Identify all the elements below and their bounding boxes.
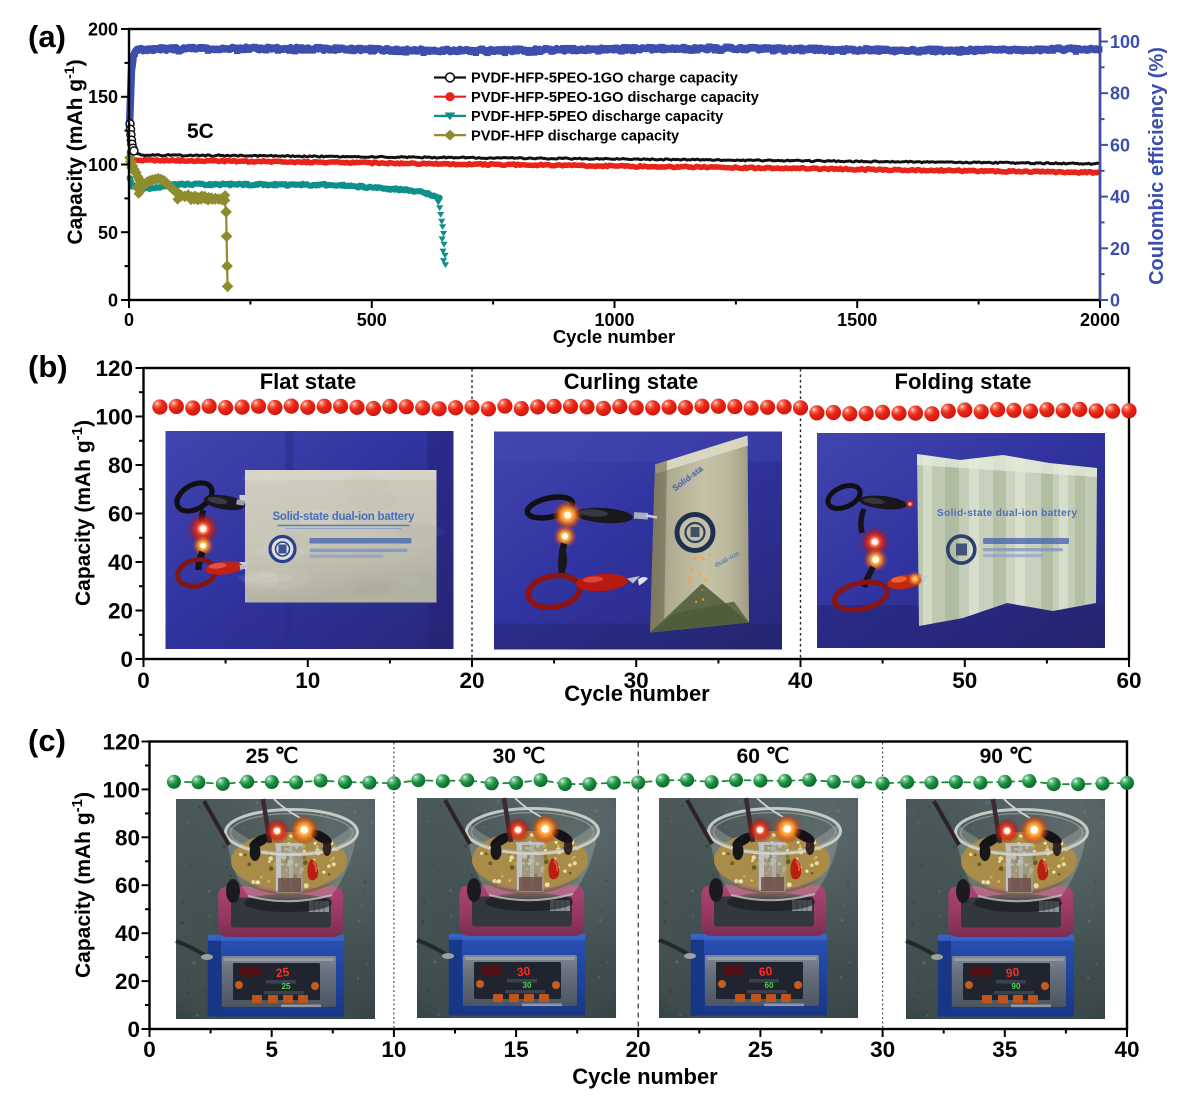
svg-text:Solid-state dual-ion battery: Solid-state dual-ion battery (273, 511, 416, 523)
svg-text:Cycle number: Cycle number (564, 681, 710, 706)
svg-text:60: 60 (1110, 135, 1130, 155)
svg-text:Capacity (mAh g-1): Capacity (mAh g-1) (69, 792, 96, 978)
svg-text:100: 100 (102, 777, 140, 802)
svg-text:60: 60 (108, 502, 133, 527)
svg-text:Flat state: Flat state (260, 369, 357, 394)
svg-text:50: 50 (98, 223, 118, 243)
svg-text:200: 200 (88, 20, 118, 40)
svg-text:120: 120 (95, 356, 133, 381)
svg-text:Curling state: Curling state (564, 369, 698, 394)
svg-text:60 ℃: 60 ℃ (737, 745, 790, 768)
svg-text:Solid-state dual-ion battery: Solid-state dual-ion battery (937, 508, 1077, 519)
svg-text:30: 30 (870, 1037, 895, 1062)
svg-text:0: 0 (143, 1037, 156, 1062)
svg-text:25: 25 (275, 965, 290, 980)
svg-text:100: 100 (1110, 32, 1140, 52)
svg-text:0: 0 (124, 310, 134, 330)
svg-text:Capacity (mAh g-1): Capacity (mAh g-1) (69, 420, 96, 606)
svg-text:25: 25 (282, 982, 291, 991)
svg-text:PVDF-HFP-5PEO discharge capaci: PVDF-HFP-5PEO discharge capacity (471, 109, 724, 125)
svg-text:35: 35 (992, 1037, 1017, 1062)
svg-text:120: 120 (102, 730, 140, 755)
svg-text:Cycle number: Cycle number (572, 1064, 718, 1089)
svg-text:0: 0 (137, 668, 150, 693)
svg-text:25: 25 (748, 1037, 773, 1062)
svg-text:80: 80 (115, 825, 140, 850)
svg-text:20: 20 (626, 1037, 651, 1062)
svg-text:Folding state: Folding state (895, 369, 1032, 394)
svg-text:0: 0 (108, 291, 118, 311)
svg-text:500: 500 (357, 310, 387, 330)
svg-text:90: 90 (1005, 965, 1020, 980)
svg-text:1500: 1500 (837, 310, 877, 330)
svg-text:20: 20 (115, 969, 140, 994)
svg-text:90: 90 (1012, 982, 1021, 991)
svg-text:30 ℃: 30 ℃ (493, 745, 546, 768)
svg-text:(a): (a) (28, 19, 66, 54)
svg-text:40: 40 (1114, 1037, 1139, 1062)
svg-text:100: 100 (95, 405, 133, 430)
svg-text:90 ℃: 90 ℃ (980, 745, 1033, 768)
svg-text:5: 5 (265, 1037, 278, 1062)
svg-text:2000: 2000 (1080, 310, 1120, 330)
svg-text:60: 60 (115, 873, 140, 898)
svg-text:(b): (b) (28, 349, 68, 384)
svg-text:PVDF-HFP-5PEO-1GO charge capac: PVDF-HFP-5PEO-1GO charge capacity (471, 71, 739, 87)
svg-text:40: 40 (108, 550, 133, 575)
svg-text:60: 60 (765, 981, 774, 990)
svg-text:10: 10 (295, 668, 320, 693)
svg-text:60: 60 (758, 964, 773, 979)
svg-text:50: 50 (952, 668, 977, 693)
svg-text:5C: 5C (187, 120, 214, 143)
svg-text:15: 15 (504, 1037, 529, 1062)
svg-text:0: 0 (120, 647, 133, 672)
svg-text:100: 100 (88, 155, 118, 175)
svg-text:30: 30 (523, 981, 532, 990)
svg-text:PVDF-HFP discharge capacity: PVDF-HFP discharge capacity (471, 128, 680, 144)
svg-text:80: 80 (1110, 84, 1130, 104)
svg-text:30: 30 (624, 668, 649, 693)
svg-text:(c): (c) (28, 723, 66, 758)
svg-text:Capacity (mAh g-1): Capacity (mAh g-1) (61, 59, 87, 244)
svg-text:Cycle number: Cycle number (553, 326, 675, 347)
svg-text:0: 0 (127, 1017, 140, 1042)
svg-text:40: 40 (115, 921, 140, 946)
svg-text:60: 60 (1116, 668, 1141, 693)
svg-text:Coulombic efficiency (%): Coulombic efficiency (%) (1146, 47, 1168, 285)
svg-text:25 ℃: 25 ℃ (246, 745, 299, 768)
svg-text:80: 80 (108, 453, 133, 478)
svg-text:20: 20 (108, 599, 133, 624)
svg-text:20: 20 (459, 668, 484, 693)
svg-text:10: 10 (381, 1037, 406, 1062)
svg-text:40: 40 (1110, 187, 1130, 207)
svg-text:150: 150 (88, 87, 118, 107)
svg-text:30: 30 (516, 964, 531, 979)
svg-text:0: 0 (1110, 291, 1120, 311)
svg-text:20: 20 (1110, 239, 1130, 259)
svg-text:1000: 1000 (594, 310, 634, 330)
svg-text:40: 40 (788, 668, 813, 693)
svg-text:PVDF-HFP-5PEO-1GO discharge ca: PVDF-HFP-5PEO-1GO discharge capacity (471, 90, 760, 106)
